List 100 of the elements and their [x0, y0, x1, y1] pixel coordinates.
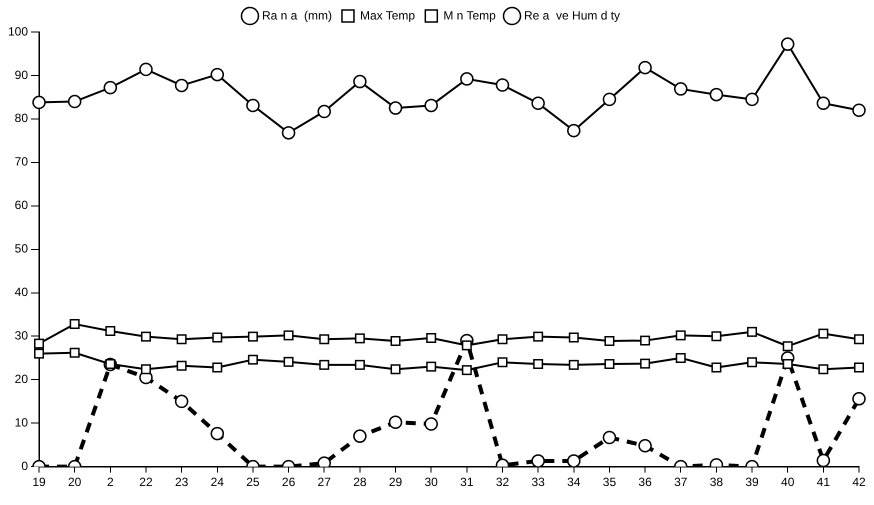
x-tick-label: 29 [388, 475, 403, 490]
point [139, 62, 153, 76]
legend-label: Ra n a (mm) [262, 8, 332, 22]
point [353, 429, 367, 443]
point [531, 454, 545, 467]
x-tick-label: 42 [852, 475, 866, 490]
point [638, 60, 652, 74]
x-tick-label: 30 [424, 475, 438, 490]
point [424, 98, 438, 112]
x-tick-label: 39 [745, 475, 760, 490]
x-tick-label: 28 [353, 475, 367, 490]
point [462, 365, 472, 376]
point [782, 341, 793, 352]
point [424, 417, 438, 431]
point [248, 354, 258, 365]
y-tick-label: 30 [14, 328, 28, 343]
point [568, 332, 579, 343]
point [852, 103, 866, 117]
x-tick-label: 35 [602, 475, 616, 490]
point [174, 394, 188, 408]
point [816, 96, 830, 110]
point [354, 360, 365, 370]
point [32, 96, 46, 110]
point [567, 124, 581, 138]
point [852, 392, 866, 406]
point [711, 331, 722, 342]
point [747, 326, 758, 337]
point [319, 360, 330, 370]
point [426, 362, 436, 372]
x-tick-label: 23 [174, 475, 189, 490]
point [747, 357, 758, 368]
point [70, 348, 80, 358]
y-tick-label: 20 [14, 372, 28, 386]
point [105, 326, 116, 336]
point [140, 364, 151, 374]
point [782, 359, 793, 370]
x-tick-label: 34 [567, 475, 581, 490]
point [745, 92, 759, 106]
point [497, 334, 508, 344]
x-tick-label: 24 [210, 475, 224, 490]
point [567, 454, 581, 467]
point [568, 360, 579, 370]
point [34, 348, 44, 359]
point [388, 416, 402, 430]
point [388, 101, 402, 115]
x-tick-label: 25 [246, 475, 260, 490]
point [390, 336, 401, 346]
y-tick-label: 60 [14, 198, 28, 212]
x-tick-label: 38 [710, 475, 724, 490]
point [816, 454, 830, 467]
x-tick-label: 26 [282, 475, 296, 490]
point [284, 356, 294, 367]
point [210, 426, 224, 440]
y-tick-label: 0 [21, 458, 28, 473]
point [460, 72, 474, 86]
x-tick-label: 22 [139, 475, 153, 490]
point [602, 430, 616, 444]
point [497, 357, 508, 368]
x-tick-label: 2 [106, 475, 114, 490]
point [246, 98, 260, 112]
point [531, 96, 545, 110]
y-tick-label: 10 [14, 415, 28, 430]
point [317, 104, 331, 118]
x-tick-label: 20 [68, 475, 82, 490]
point [640, 358, 650, 369]
legend-label: Re a ve Hum d ty [524, 8, 620, 22]
point [390, 364, 401, 374]
point [462, 340, 472, 350]
x-tick-label: 37 [674, 475, 688, 490]
point [174, 78, 188, 92]
point [140, 332, 151, 342]
point [34, 338, 44, 349]
point [604, 336, 614, 346]
point [68, 94, 82, 108]
x-tick-label: 31 [460, 475, 474, 490]
point [604, 359, 614, 370]
point [676, 330, 686, 340]
point [210, 68, 224, 82]
x-tick-label: 27 [318, 475, 332, 490]
point [354, 333, 365, 344]
point [854, 362, 864, 373]
point [496, 78, 510, 92]
point [176, 360, 187, 371]
x-tick-label: 19 [32, 475, 46, 490]
point [533, 359, 544, 370]
point [674, 82, 688, 96]
x-tick-label: 41 [816, 475, 830, 490]
point [676, 352, 686, 363]
x-tick-label: 40 [781, 475, 795, 490]
point [353, 74, 367, 88]
point [640, 336, 650, 346]
point [212, 362, 222, 373]
point [104, 80, 118, 94]
legend-label: M n Temp [443, 8, 496, 22]
point [638, 438, 652, 452]
point [780, 37, 794, 51]
y-tick-label: 70 [14, 154, 28, 169]
point [710, 88, 724, 102]
point [818, 364, 828, 374]
point [818, 328, 828, 339]
